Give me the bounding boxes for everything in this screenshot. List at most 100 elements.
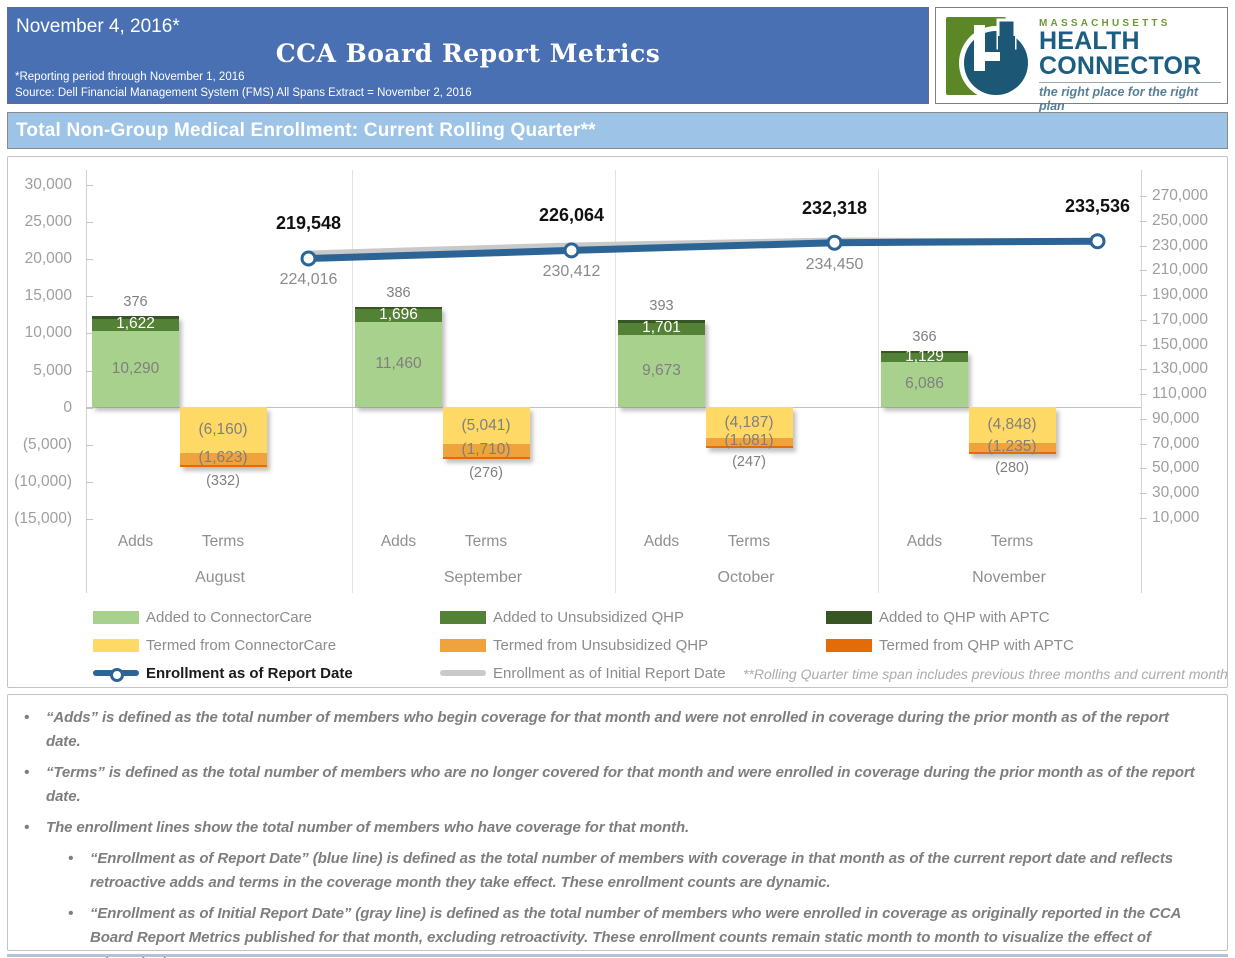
zero-baseline: [85, 407, 1141, 408]
initial-report-date-value: 224,016: [279, 271, 338, 289]
adds-unsub-value: 1,701: [642, 318, 681, 336]
month-label: November: [972, 569, 1046, 586]
right-axis-tick-label: 170,000: [1152, 310, 1209, 328]
left-axis-tick: [85, 259, 93, 261]
terms-aptc-value: (247): [732, 453, 766, 470]
bar-segment-termed-from-connectorcare: [968, 407, 1056, 443]
bar-segment-added-to-connectorcare: [881, 361, 968, 407]
terms-cc-value: (4,187): [724, 413, 774, 431]
left-axis-tick-label: 5,000: [33, 361, 72, 379]
right-axis-line: [1140, 170, 1142, 593]
source-note: Source: Dell Financial Management System…: [15, 87, 472, 99]
note-initial-report-date-line: • “Enrollment as of Initial Report Date”…: [68, 905, 1181, 958]
legend-label: Termed from Unsubsidized QHP: [493, 637, 709, 654]
logo-divider: [1039, 82, 1221, 83]
bar-segment-termed-from-unsubsidized-qhp: [179, 452, 267, 465]
initial-report-date-value: 234,450: [805, 255, 864, 273]
category-label-adds: Adds: [117, 533, 154, 550]
right-axis-tick: [1139, 196, 1147, 197]
note-terms-definition: • “Terms” is defined as the total number…: [24, 764, 1195, 805]
left-axis-tick-label: (5,000): [22, 435, 72, 453]
left-axis-line: [85, 170, 87, 593]
adds-bar-august: [92, 315, 179, 407]
report-date: November 4, 2016*: [16, 16, 180, 37]
report-date-marker: [563, 242, 580, 259]
legend-swatch-add_aptc: [826, 611, 872, 624]
logo-health: HEALTH: [1039, 27, 1140, 55]
bar-segment-added-to-qhp-with-aptc: [355, 306, 442, 310]
report-date-marker: [826, 234, 843, 251]
bar-segment-termed-from-unsubsidized-qhp: [968, 442, 1056, 453]
legend-label: Added to QHP with APTC: [879, 609, 1050, 626]
legend-label: Added to ConnectorCare: [146, 609, 312, 626]
adds-unsub-value: 1,129: [905, 347, 944, 365]
bar-segment-added-to-unsubsidized-qhp: [881, 353, 968, 362]
next-section-edge: [7, 954, 1228, 957]
definitions-notes: • “Adds” is defined as the total number …: [7, 694, 1228, 958]
report-date-value: 226,064: [538, 205, 605, 226]
category-label-adds: Adds: [643, 533, 680, 550]
category-label-terms: Terms: [990, 533, 1034, 550]
left-axis-tick: [85, 444, 93, 446]
report-date-value: 219,548: [275, 213, 342, 234]
left-axis-tick-label: 15,000: [24, 287, 72, 305]
terms-bar-september: [442, 407, 530, 460]
category-label-terms: Terms: [201, 533, 245, 550]
terms-bar-august: [179, 407, 267, 468]
left-axis-tick-label: 0: [63, 398, 72, 416]
right-axis-tick-label: 150,000: [1152, 335, 1209, 353]
terms-cc-value: (6,160): [198, 420, 248, 438]
adds-cc-value: 6,086: [905, 375, 944, 393]
left-axis-tick: [85, 481, 93, 483]
right-axis-tick: [1139, 468, 1147, 470]
left-axis-tick: [85, 185, 93, 186]
bar-segment-added-to-connectorcare: [618, 335, 705, 407]
terms-aptc-value: (280): [995, 460, 1029, 477]
right-axis-tick-label: 30,000: [1152, 484, 1200, 502]
legend-label: Enrollment as of Initial Report Date: [493, 665, 726, 682]
month-separator: [877, 170, 879, 593]
initial-report-date-value: 230,412: [542, 263, 601, 281]
adds-bar-october: [618, 319, 705, 407]
logo-connector: CONNECTOR: [1039, 52, 1202, 80]
right-axis-tick: [1139, 394, 1147, 396]
bar-segment-termed-from-connectorcare: [179, 407, 267, 453]
month-separator: [614, 170, 616, 593]
adds-unsub-value: 1,622: [116, 314, 155, 332]
right-axis-tick-label: 50,000: [1152, 459, 1200, 477]
right-axis-tick-label: 10,000: [1152, 509, 1200, 526]
legend-label: Termed from ConnectorCare: [146, 637, 337, 654]
reporting-period-note: *Reporting period through November 1, 20…: [15, 71, 245, 83]
left-axis-tick-label: 10,000: [24, 324, 72, 342]
bar-segment-termed-from-qhp-with-aptc: [968, 452, 1056, 455]
legend-label: Termed from QHP with APTC: [879, 637, 1074, 654]
left-axis-tick-label: 30,000: [24, 176, 72, 193]
right-axis-tick: [1139, 270, 1147, 272]
bar-segment-added-to-qhp-with-aptc: [618, 319, 705, 323]
right-axis-tick-label: 250,000: [1152, 211, 1209, 229]
category-label-terms: Terms: [464, 533, 508, 550]
report-date-marker: [1089, 233, 1106, 250]
right-axis-tick-label: 230,000: [1152, 236, 1209, 254]
section-title: Total Non-Group Medical Enrollment: Curr…: [7, 112, 1228, 149]
report-date-line: [305, 237, 1101, 262]
right-axis-tick: [1139, 443, 1147, 445]
left-axis-tick: [85, 518, 93, 520]
terms-unsub-value: (1,623): [198, 448, 248, 466]
category-label-terms: Terms: [727, 533, 771, 550]
terms-unsub-value: (1,710): [461, 440, 511, 458]
bar-segment-termed-from-connectorcare: [705, 407, 793, 439]
left-axis-tick: [85, 370, 93, 372]
right-axis-tick: [1139, 344, 1147, 346]
category-label-adds: Adds: [380, 533, 417, 550]
legend-swatch-add_unsub: [440, 611, 486, 624]
logo-text: MASSACHUSETTS HEALTH CONNECTOR the right…: [1039, 18, 1224, 113]
adds-cc-value: 11,460: [375, 355, 422, 373]
right-axis-tick-label: 90,000: [1152, 409, 1200, 427]
bar-segment-added-to-connectorcare: [92, 330, 179, 407]
left-axis-tick: [85, 333, 93, 335]
adds-cc-value: 10,290: [111, 359, 160, 377]
left-axis-tick: [85, 296, 93, 298]
